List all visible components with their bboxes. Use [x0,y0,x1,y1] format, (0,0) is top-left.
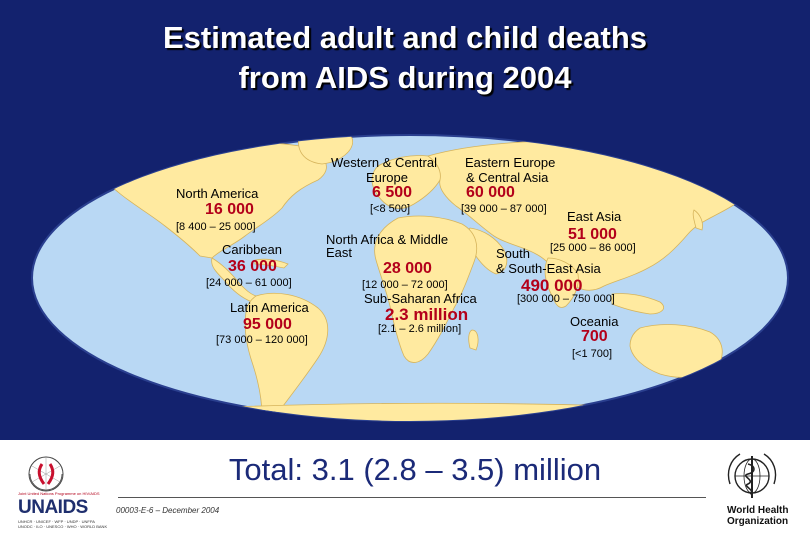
north-africa-name-line-2: East [326,245,353,260]
land-madagascar [468,329,479,351]
east-asia-name: East Asia [567,209,622,224]
document-reference: 00003-E-6 – December 2004 [116,506,220,515]
unaids-sponsors: UNHCR · UNICEF · WFP · UNDP · UNFPA UNOD… [18,519,108,529]
latin-america-range: [73 000 – 120 000] [216,334,308,346]
latin-america-name: Latin America [230,300,309,315]
south-asia-value: 490 000 [521,276,583,295]
title-line-1: Estimated adult and child deaths [162,20,648,55]
unaids-wordmark: UNAIDS [18,497,88,518]
land-japan [692,209,703,231]
land-southeast-asia-islands [611,293,664,315]
eastern-europe-name-line-1: Eastern Europe [465,155,556,170]
land-caribbean-islands [254,258,289,269]
east-asia-value: 51 000 [568,226,617,243]
map-panel [0,118,810,440]
north-africa-name-line-1: North Africa & Middle [326,232,449,247]
who-name-line-1: World Health [727,505,789,516]
north-africa-range: [12 000 – 72 000] [362,279,448,291]
land-africa [374,215,478,363]
total-deaths: Total: 3.1 (2.8 – 3.5) million [228,452,602,487]
western-central-europe-range: [<8 500] [370,203,411,215]
land-india [544,257,579,308]
oceania-value: 700 [581,328,608,345]
caribbean-value: 36 000 [228,258,277,275]
oceania-range: [<1 700] [572,348,613,360]
sub-saharan-africa-name: Sub-Saharan Africa [364,291,477,306]
who-emblem-icon [727,453,777,498]
sub-saharan-africa-range: [2.1 – 2.6 million] [378,323,462,335]
caribbean-name: Caribbean [222,242,282,257]
eastern-europe-name-line-2: & Central Asia [466,170,549,185]
who-name: World Health Organization [727,505,788,527]
title-line-2: from AIDS during 2004 [238,60,572,95]
western-central-europe-name-line-1: Western & Central [331,155,437,170]
latin-america-value: 95 000 [243,316,292,333]
sub-saharan-africa-value: 2.3 million [385,305,469,324]
eastern-europe-range: [39 000 – 87 000] [461,203,547,215]
land-new-zealand [740,371,751,391]
footer [0,440,810,540]
north-america-name: North America [176,186,259,201]
unaids-tagline: Joint United Nations Programme on HIV/AI… [18,491,100,496]
who-name-line-2: Organization [727,516,789,527]
north-america-value: 16 000 [205,201,254,218]
east-asia-range: [25 000 – 86 000] [550,242,636,254]
north-america-range: [8 400 – 25 000] [176,221,256,233]
western-central-europe-value: 6 500 [372,184,413,201]
eastern-europe-value: 60 000 [466,184,515,201]
title-band: Estimated adult and child deaths from AI… [0,0,810,118]
oceania-name: Oceania [570,314,619,329]
caribbean-range: [24 000 – 61 000] [206,277,292,289]
south-asia-range: [300 000 – 750 000] [517,293,615,305]
north-africa-value: 28 000 [383,260,432,277]
world-map [31,134,789,422]
south-asia-name-line-2: & South-East Asia [496,261,601,276]
unaids-emblem-icon [28,456,64,492]
footer-divider [118,497,706,498]
south-asia-name-line-1: South [496,246,530,261]
western-central-europe-name-line-2: Europe [366,170,408,185]
